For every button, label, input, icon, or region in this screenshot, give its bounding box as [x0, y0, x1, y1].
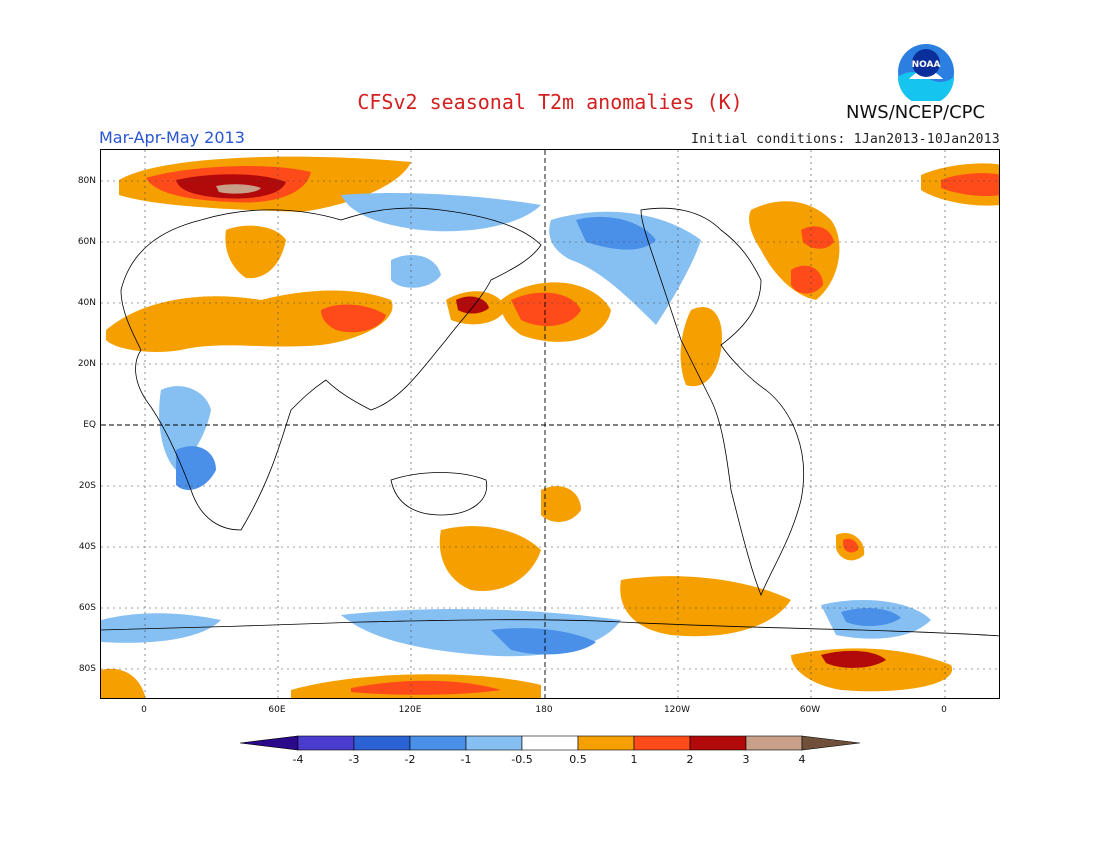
colorbar-tick-label: -2 — [404, 753, 416, 766]
anomaly-region — [841, 608, 901, 627]
anomaly-region — [791, 265, 823, 294]
anomaly-map — [100, 149, 1000, 699]
anomaly-region — [176, 446, 216, 490]
graticule — [101, 150, 999, 698]
colorbar-tick-label: -3 — [348, 753, 360, 766]
anomaly-region — [439, 526, 541, 591]
season-label: Mar-Apr-May 2013 — [99, 128, 245, 147]
lon-label: 60E — [268, 705, 286, 715]
lon-label: 60W — [799, 705, 821, 715]
logo-text: NOAA — [912, 60, 941, 70]
colorbar-arrow-low — [239, 735, 299, 751]
lon-label: 0 — [141, 705, 147, 715]
anomaly-region — [216, 184, 261, 194]
colorbar-segment — [409, 735, 467, 751]
anomaly-region — [821, 650, 886, 668]
chart-title: CFSv2 seasonal T2m anomalies (K) — [357, 90, 743, 114]
anomaly-region — [843, 538, 859, 553]
anomaly-region — [680, 306, 722, 387]
anomaly-region — [541, 486, 581, 522]
lat-label: 80S — [78, 664, 96, 674]
lat-label: 20S — [78, 481, 96, 491]
anomaly-region — [391, 255, 441, 288]
initial-conditions-label: Initial conditions: 1Jan2013-10Jan2013 — [691, 132, 1000, 147]
anomaly-region — [491, 628, 596, 655]
colorbar-segment — [297, 735, 355, 751]
colorbar — [239, 734, 862, 756]
anomaly-region — [341, 193, 541, 232]
colorbar-tick-label: -1 — [460, 753, 472, 766]
lon-label: 120W — [663, 705, 691, 715]
lat-label: 60N — [77, 237, 96, 247]
colorbar-tick-label: 4 — [798, 753, 806, 766]
anomaly-region — [351, 680, 501, 695]
anomaly-region — [106, 290, 393, 352]
colorbar-segment — [745, 735, 803, 751]
anomaly-region — [801, 226, 834, 249]
colorbar-arrow-high — [801, 735, 861, 751]
colorbar-tick-label: -4 — [292, 753, 304, 766]
colorbar-tick-label: 2 — [686, 753, 694, 766]
lat-label: 40S — [78, 542, 96, 552]
anomaly-region — [511, 292, 581, 326]
anomaly-region — [941, 173, 999, 197]
colorbar-segment — [633, 735, 691, 751]
anomaly-region — [620, 576, 791, 637]
lat-label: 60S — [78, 603, 96, 613]
colorbar-tick-label: -0.5 — [511, 753, 533, 766]
lat-label: 40N — [77, 298, 96, 308]
lat-label: EQ — [83, 420, 96, 430]
colorbar-segment — [353, 735, 411, 751]
anomaly-region — [159, 386, 211, 470]
coastlines — [101, 207, 999, 637]
lon-label: 0 — [941, 705, 947, 715]
noaa-logo: NOAA — [897, 43, 955, 105]
colorbar-segment — [521, 735, 579, 751]
colorbar-segment — [689, 735, 747, 751]
lon-label: 120E — [398, 705, 422, 715]
lat-label: 80N — [77, 176, 96, 186]
anomaly-region — [576, 216, 656, 250]
map-canvas — [101, 150, 999, 698]
organization-label: NWS/NCEP/CPC — [846, 102, 986, 123]
colorbar-tick-label: 3 — [742, 753, 750, 766]
anomaly-region — [321, 304, 386, 333]
anomaly-region — [101, 668, 146, 698]
colorbar-tick-label: 1 — [630, 753, 638, 766]
anomaly-region — [456, 296, 489, 314]
anomaly-region — [225, 225, 286, 279]
colorbar-segment — [577, 735, 635, 751]
colorbar-tick-label: 0.5 — [569, 753, 587, 766]
colorbar-svg — [239, 735, 861, 751]
lon-label: 180 — [535, 705, 553, 715]
lat-label: 20N — [77, 359, 96, 369]
colorbar-segment — [465, 735, 523, 751]
